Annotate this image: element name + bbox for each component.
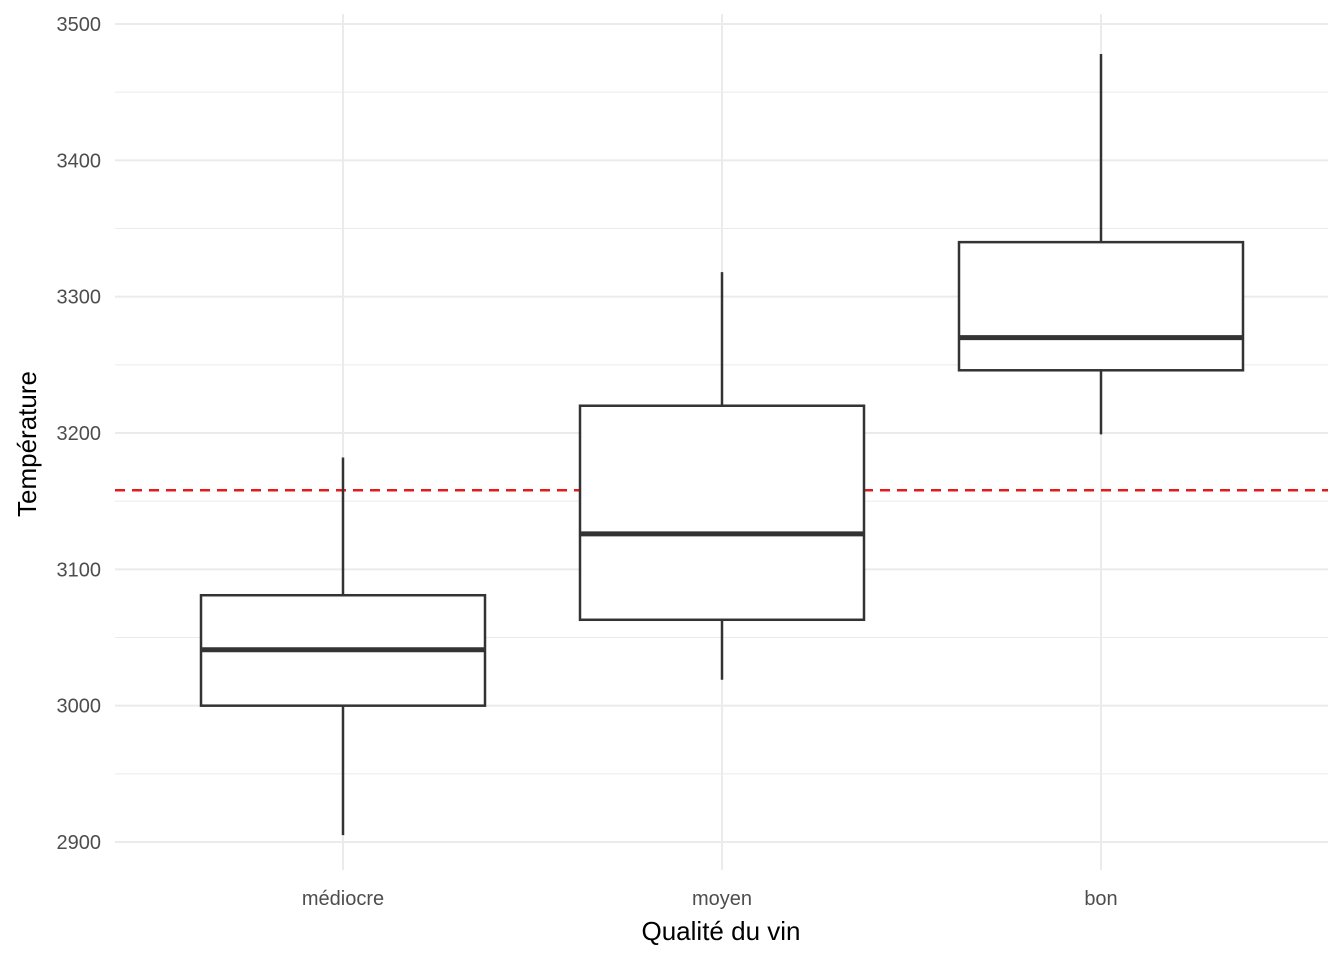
x-tick-label: médiocre bbox=[302, 888, 384, 910]
y-axis-title: Température bbox=[12, 371, 42, 517]
x-axis-title: Qualité du vin bbox=[642, 916, 801, 946]
y-tick-label: 3000 bbox=[57, 696, 102, 718]
y-tick-label: 3400 bbox=[57, 150, 102, 172]
box-0 bbox=[199, 457, 487, 836]
box-iqr bbox=[957, 240, 1245, 372]
box-1 bbox=[578, 272, 866, 680]
box-2 bbox=[957, 53, 1245, 435]
box-iqr bbox=[578, 404, 866, 622]
x-tick-label: moyen bbox=[692, 888, 752, 910]
y-tick-label: 3200 bbox=[57, 423, 102, 445]
y-tick-label: 3500 bbox=[57, 14, 102, 36]
y-tick-label: 3300 bbox=[57, 287, 102, 309]
box-layer bbox=[199, 53, 1245, 836]
y-tick-label: 3100 bbox=[57, 559, 102, 581]
label-layer: 2900 3000 3100 3200 3300 3400 3500 médiocre moye… bbox=[57, 14, 1118, 910]
x-tick-label: bon bbox=[1084, 888, 1117, 910]
y-tick-label: 2900 bbox=[57, 832, 102, 854]
